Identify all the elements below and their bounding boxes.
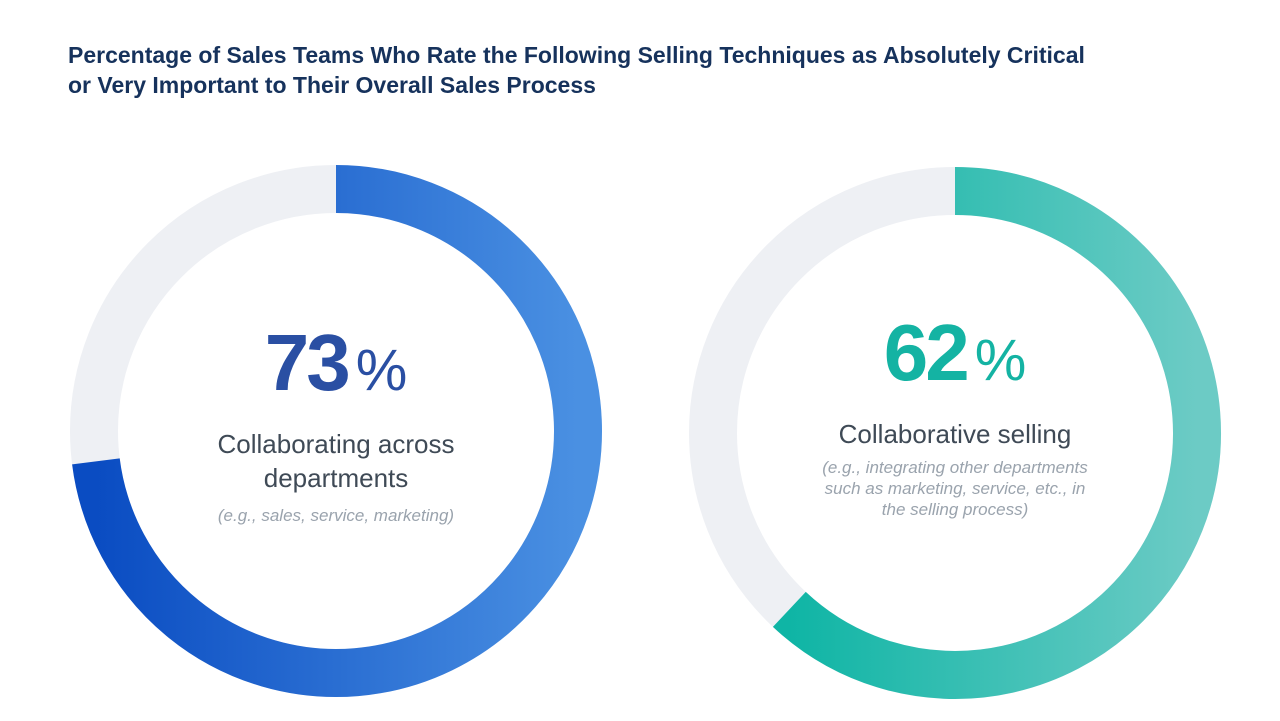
chart-title-line-2: or Very Important to Their Overall Sales… (68, 72, 596, 98)
chart-title: Percentage of Sales Teams Who Rate the F… (68, 40, 1228, 100)
donut-1-number: 73 (264, 318, 351, 407)
donut-1-percent-sign: % (355, 338, 408, 403)
donut-2-note-line-3: the selling process) (881, 500, 1029, 519)
donut-2-note-line-2: such as marketing, service, etc., in (824, 479, 1086, 498)
donut-2-value: 62% (775, 313, 1135, 401)
donut-2-label-line-1: Collaborative selling (838, 419, 1072, 449)
donut-2-note: (e.g., integrating other departments suc… (775, 457, 1135, 520)
chart-title-line-1: Percentage of Sales Teams Who Rate the F… (68, 42, 1085, 68)
donut-1-value: 73% (156, 323, 516, 411)
donut-2-percent-sign: % (974, 328, 1027, 393)
donut-2-center: 62% Collaborative selling (e.g., integra… (775, 313, 1135, 520)
donut-1-center: 73% Collaborating across departments (e.… (156, 323, 516, 526)
donut-1-value-arc (72, 165, 602, 697)
donut-2-number: 62 (883, 308, 970, 397)
donut-1-label: Collaborating across departments (156, 427, 516, 495)
donut-2-note-line-1: (e.g., integrating other departments (822, 458, 1088, 477)
donut-2-label: Collaborative selling (775, 417, 1135, 451)
donut-1-label-line-2: departments (263, 463, 409, 493)
donut-1-label-line-1: Collaborating across (217, 429, 455, 459)
donut-2-value-arc (772, 167, 1221, 699)
donut-1-note: (e.g., sales, service, marketing) (217, 506, 455, 525)
